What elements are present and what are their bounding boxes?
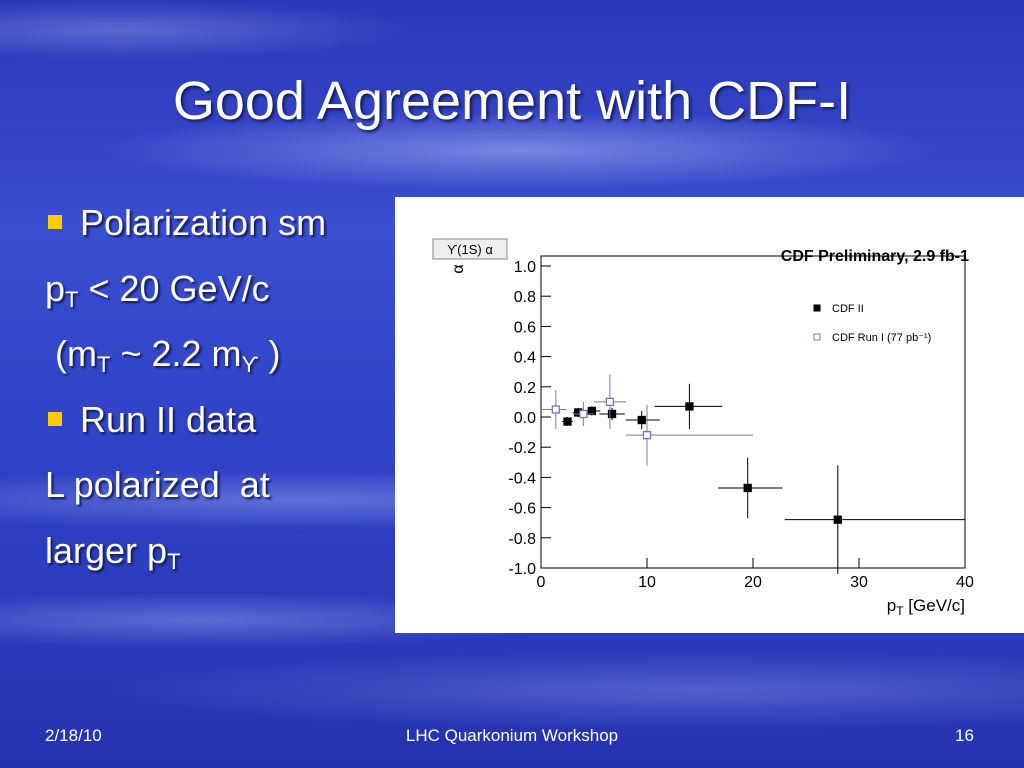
y-tick-label: -0.2 (508, 440, 536, 457)
text-run: < 20 GeV/c (78, 267, 270, 309)
footer-page: 16 (955, 726, 974, 745)
slide-title: Good Agreement with CDF-I (172, 71, 852, 131)
y-tick-label: -0.6 (508, 501, 536, 518)
y-tick-label: -0.4 (508, 470, 536, 487)
data-point (685, 402, 694, 411)
body-line: Run II data (45, 395, 326, 461)
text-run: ) (258, 333, 281, 374)
data-point (579, 409, 588, 419)
x-axis-label-main: p (887, 596, 896, 615)
x-axis-label-sub: T (896, 604, 904, 618)
legend-marker (813, 304, 821, 312)
legend-marker (813, 333, 821, 341)
slide-body: Polarization sm pT < 20 GeV/c (mT ~ 2.2 m… (45, 198, 326, 591)
footer-date: 2/18/10 (45, 726, 102, 745)
body-line: pT < 20 GeV/c (45, 264, 326, 330)
x-axis-label-rest: [GeV/c] (904, 596, 965, 615)
chart-background (395, 197, 1024, 633)
data-point (605, 397, 615, 407)
chart: CDF Preliminary, 2.9 fb-1 ϒ(1S) α α pT [… (395, 197, 1024, 633)
x-tick-label: 20 (744, 574, 762, 591)
bullet (48, 411, 62, 426)
y-tick-label: 0.8 (514, 289, 536, 306)
subscript: ϒ (241, 352, 259, 377)
body-line: Polarization sm (45, 198, 326, 264)
subscript: T (96, 352, 111, 377)
text-run: (m (45, 333, 97, 374)
y-tick-label: -0.8 (508, 531, 536, 548)
x-tick-label: 10 (638, 574, 656, 591)
data-point (607, 409, 617, 419)
body-line: (mT ~ 2.2 mϒ ) (45, 329, 326, 395)
x-tick-label: 30 (850, 574, 868, 591)
text-run: ~ 2.2 m (110, 333, 242, 374)
body-line: larger pT (45, 526, 326, 592)
y-tick-label: 1.0 (514, 259, 536, 276)
text-run: p (45, 267, 66, 309)
legend-label: CDF Run I (77 pb⁻¹) (832, 332, 931, 344)
legend-label: CDF II (832, 303, 864, 315)
y-tick-label: 0.4 (514, 350, 536, 367)
subscript: T (65, 286, 79, 312)
subscript: T (167, 548, 181, 574)
data-point (563, 417, 572, 426)
text-run: Polarization sm (80, 202, 327, 243)
y-tick-label: -1.0 (508, 561, 536, 578)
y-axis-label: α (450, 264, 467, 273)
x-tick-label: 40 (956, 574, 974, 591)
y-box (432, 238, 508, 260)
footer-center: LHC Quarkonium Workshop (405, 726, 619, 745)
data-point (642, 430, 652, 440)
text-run: larger p (45, 529, 168, 571)
y-tick-label: 0.2 (514, 380, 536, 397)
x-tick-label: 0 (537, 574, 546, 591)
data-point (587, 406, 597, 416)
y-tick-label: 0.6 (514, 319, 536, 336)
data-point (833, 515, 842, 524)
y-tick-label: 0.0 (514, 410, 536, 427)
text-run: Run II data (80, 398, 257, 440)
data-point (743, 483, 752, 493)
y-box-label: ϒ(1S) α (447, 242, 493, 257)
data-point (637, 415, 646, 425)
text-run: L polarized at (45, 464, 270, 505)
x-axis-label: pT [GeV/c] (887, 596, 965, 618)
body-line: L polarized at (45, 460, 326, 526)
data-point (551, 405, 560, 414)
bullet (48, 215, 62, 229)
